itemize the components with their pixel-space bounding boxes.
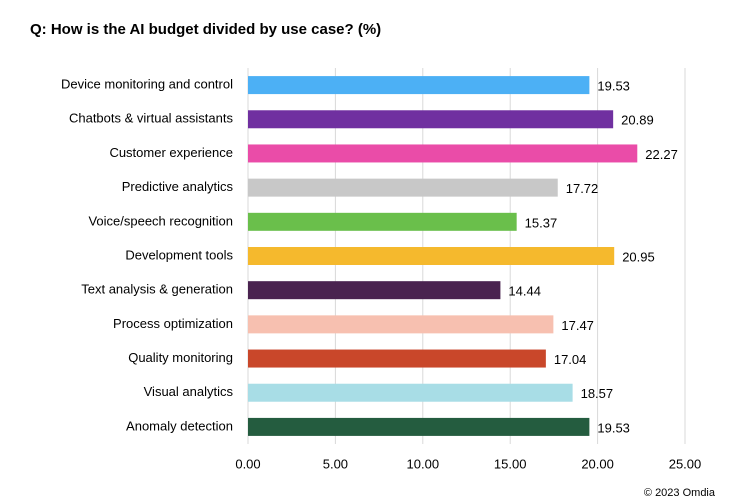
y-tick-label: Visual analytics bbox=[144, 384, 234, 399]
y-tick-label: Process optimization bbox=[113, 316, 233, 331]
y-tick-label: Quality monitoring bbox=[128, 350, 233, 365]
y-tick-label: Chatbots & virtual assistants bbox=[69, 111, 234, 126]
y-tick-label: Customer experience bbox=[109, 145, 233, 160]
data-label: 22.27 bbox=[645, 147, 678, 162]
data-label: 19.53 bbox=[597, 79, 630, 94]
bar bbox=[248, 247, 615, 265]
data-label: 20.95 bbox=[622, 249, 655, 264]
footer: © 2023 Omdia bbox=[644, 487, 716, 499]
x-tick-label: 5.00 bbox=[323, 456, 348, 471]
bar bbox=[248, 212, 517, 231]
bar bbox=[248, 178, 558, 197]
y-tick-label: Predictive analytics bbox=[122, 179, 234, 194]
data-label: 18.57 bbox=[581, 386, 614, 401]
data-label: 17.47 bbox=[561, 318, 594, 333]
x-tick-label: 20.00 bbox=[581, 456, 614, 471]
x-tick-label: 15.00 bbox=[494, 456, 527, 471]
bar bbox=[248, 349, 546, 368]
data-label: 19.53 bbox=[597, 420, 630, 435]
chart-title: Q: How is the AI budget divided by use c… bbox=[30, 21, 381, 38]
bar bbox=[248, 383, 573, 402]
y-tick-label: Text analysis & generation bbox=[81, 282, 233, 297]
data-label: 17.72 bbox=[566, 181, 599, 196]
y-tick-label: Anomaly detection bbox=[126, 418, 233, 433]
bar bbox=[248, 76, 590, 95]
x-tick-label: 0.00 bbox=[235, 456, 260, 471]
bar bbox=[248, 417, 590, 436]
y-tick-label: Development tools bbox=[125, 247, 233, 262]
data-label: 20.89 bbox=[621, 113, 654, 128]
data-label: 17.04 bbox=[554, 352, 587, 367]
bar bbox=[248, 281, 501, 300]
y-tick-label: Voice/speech recognition bbox=[88, 213, 233, 228]
bar bbox=[248, 110, 614, 129]
bar bbox=[248, 144, 638, 163]
bar bbox=[248, 315, 554, 334]
x-tick-label: 25.00 bbox=[669, 456, 702, 471]
data-label: 14.44 bbox=[508, 284, 541, 299]
x-tick-label: 10.00 bbox=[407, 456, 440, 471]
y-tick-label: Device monitoring and control bbox=[61, 77, 233, 92]
data-label: 15.37 bbox=[525, 215, 558, 230]
